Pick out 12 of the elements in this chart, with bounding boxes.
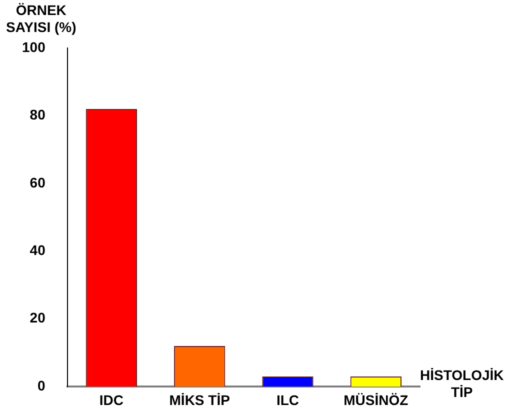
y-tick-label: 20 <box>30 310 46 326</box>
x-axis-title: HİSTOLOJİK TİP <box>420 367 504 401</box>
x-tick-label: MÜSİNÖZ <box>344 392 409 408</box>
x-tick-label: ILC <box>276 392 300 408</box>
y-tick-label: 40 <box>30 242 46 258</box>
x-tick-label: MİKS TİP <box>169 392 230 408</box>
x-tick-label: IDC <box>99 392 124 408</box>
y-tick-label: 100 <box>22 38 46 55</box>
y-axis-title: ÖRNEK SAYISI (%) <box>6 2 76 36</box>
y-tick-label: 60 <box>30 174 46 190</box>
y-tick-label: 0 <box>38 377 46 394</box>
y-tick-label: 80 <box>30 106 46 123</box>
